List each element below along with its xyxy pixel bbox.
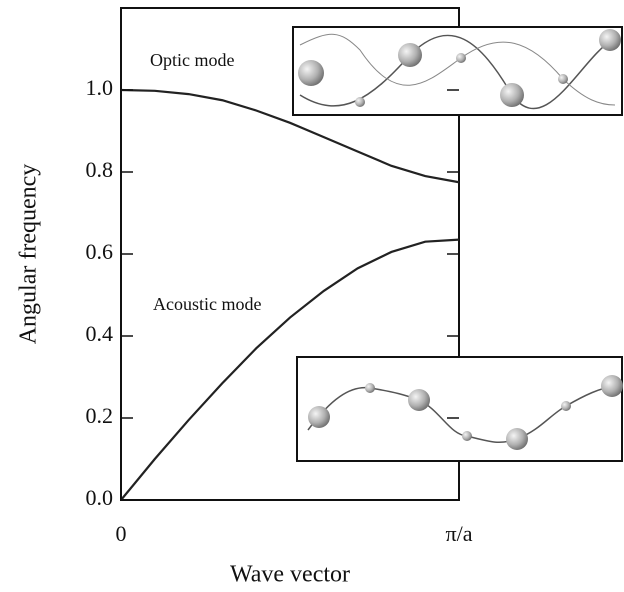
acoustic-inset [296, 356, 623, 462]
x-axis-label: Wave vector [230, 562, 350, 588]
y-tick-label: 0.8 [86, 157, 114, 182]
y-tick-label: 0.2 [86, 403, 114, 428]
annotation: Acoustic mode [153, 294, 261, 314]
line [120, 238, 460, 501]
y-tick-label: 0.0 [86, 485, 114, 510]
y-axis-label: Angular frequency [16, 164, 42, 345]
y-tick-label: 0.4 [86, 321, 114, 346]
line [120, 88, 460, 184]
y-tick-label: 1.0 [86, 75, 114, 100]
x-tick-label: 0 [116, 521, 127, 546]
optic-inset [292, 26, 623, 116]
y-tick-label: 0.6 [86, 239, 114, 264]
annotation: Optic mode [150, 50, 234, 70]
x-tick-label: π/a [446, 521, 473, 546]
